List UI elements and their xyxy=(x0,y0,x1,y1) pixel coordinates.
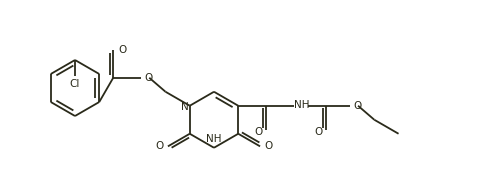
Text: O: O xyxy=(156,141,164,151)
Text: N: N xyxy=(181,102,189,112)
Text: NH: NH xyxy=(295,100,310,110)
Text: O: O xyxy=(144,73,152,83)
Text: O: O xyxy=(353,101,361,111)
Text: Cl: Cl xyxy=(70,79,80,89)
Text: O: O xyxy=(314,127,323,137)
Text: O: O xyxy=(254,127,262,137)
Text: O: O xyxy=(118,45,126,55)
Text: NH: NH xyxy=(206,134,222,144)
Text: O: O xyxy=(264,141,272,151)
